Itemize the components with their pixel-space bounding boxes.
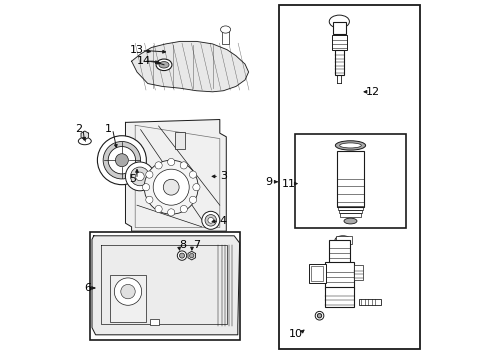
Text: 4: 4 <box>220 216 227 226</box>
Circle shape <box>315 311 324 320</box>
Circle shape <box>146 171 153 178</box>
Bar <box>175 132 185 149</box>
Bar <box>333 22 346 34</box>
Bar <box>90 232 240 340</box>
Circle shape <box>190 171 196 178</box>
Circle shape <box>116 154 128 167</box>
Text: 8: 8 <box>179 240 187 250</box>
Text: 6: 6 <box>84 283 91 293</box>
Bar <box>340 213 361 217</box>
Bar <box>339 210 363 213</box>
Circle shape <box>180 206 187 213</box>
Ellipse shape <box>78 138 91 145</box>
Circle shape <box>179 253 185 258</box>
Text: 12: 12 <box>366 87 380 97</box>
Circle shape <box>190 196 196 203</box>
Bar <box>325 262 354 289</box>
Circle shape <box>208 217 214 223</box>
Circle shape <box>193 184 200 191</box>
Text: 11: 11 <box>282 179 296 189</box>
Bar <box>328 240 350 265</box>
Circle shape <box>125 162 154 191</box>
Bar <box>110 275 146 322</box>
Polygon shape <box>81 131 89 140</box>
Circle shape <box>163 179 179 195</box>
Ellipse shape <box>335 141 366 150</box>
Text: 2: 2 <box>75 124 82 134</box>
Circle shape <box>143 184 149 191</box>
Ellipse shape <box>220 26 231 33</box>
Circle shape <box>103 141 141 179</box>
Circle shape <box>114 278 142 305</box>
Circle shape <box>155 206 162 213</box>
Circle shape <box>180 162 187 169</box>
Text: 14: 14 <box>136 56 150 66</box>
Ellipse shape <box>329 15 349 28</box>
Circle shape <box>121 284 135 299</box>
Circle shape <box>318 314 321 318</box>
Text: 5: 5 <box>129 174 136 184</box>
Bar <box>337 151 364 207</box>
Bar <box>354 265 363 280</box>
Polygon shape <box>125 120 226 231</box>
Bar <box>294 134 406 228</box>
Bar <box>309 264 326 283</box>
Ellipse shape <box>159 62 169 68</box>
Circle shape <box>144 160 198 214</box>
Bar <box>325 287 354 307</box>
Circle shape <box>168 158 175 166</box>
Ellipse shape <box>335 236 351 244</box>
Ellipse shape <box>344 218 357 224</box>
Circle shape <box>153 169 189 205</box>
Bar <box>338 206 364 210</box>
Text: 13: 13 <box>130 45 144 55</box>
Circle shape <box>202 211 220 229</box>
Polygon shape <box>132 41 248 92</box>
Ellipse shape <box>340 143 361 148</box>
Bar <box>359 299 381 305</box>
Text: 7: 7 <box>193 240 200 250</box>
Circle shape <box>205 215 217 226</box>
Bar <box>335 50 344 75</box>
Text: 1: 1 <box>105 124 112 134</box>
Bar <box>149 319 159 325</box>
Polygon shape <box>92 236 240 335</box>
Circle shape <box>136 172 144 181</box>
Circle shape <box>108 147 136 174</box>
Circle shape <box>98 136 147 185</box>
Circle shape <box>146 196 153 203</box>
Text: 9: 9 <box>266 177 272 187</box>
Bar <box>222 30 229 44</box>
Bar <box>336 236 351 244</box>
Bar <box>311 266 323 281</box>
Polygon shape <box>188 251 196 260</box>
Circle shape <box>177 251 187 260</box>
Circle shape <box>155 162 162 169</box>
Circle shape <box>168 209 175 216</box>
Bar <box>279 5 419 349</box>
Text: 3: 3 <box>220 171 227 181</box>
Text: 10: 10 <box>289 329 302 339</box>
Circle shape <box>190 253 194 258</box>
Circle shape <box>130 167 149 186</box>
FancyBboxPatch shape <box>332 35 346 50</box>
Ellipse shape <box>156 59 172 71</box>
